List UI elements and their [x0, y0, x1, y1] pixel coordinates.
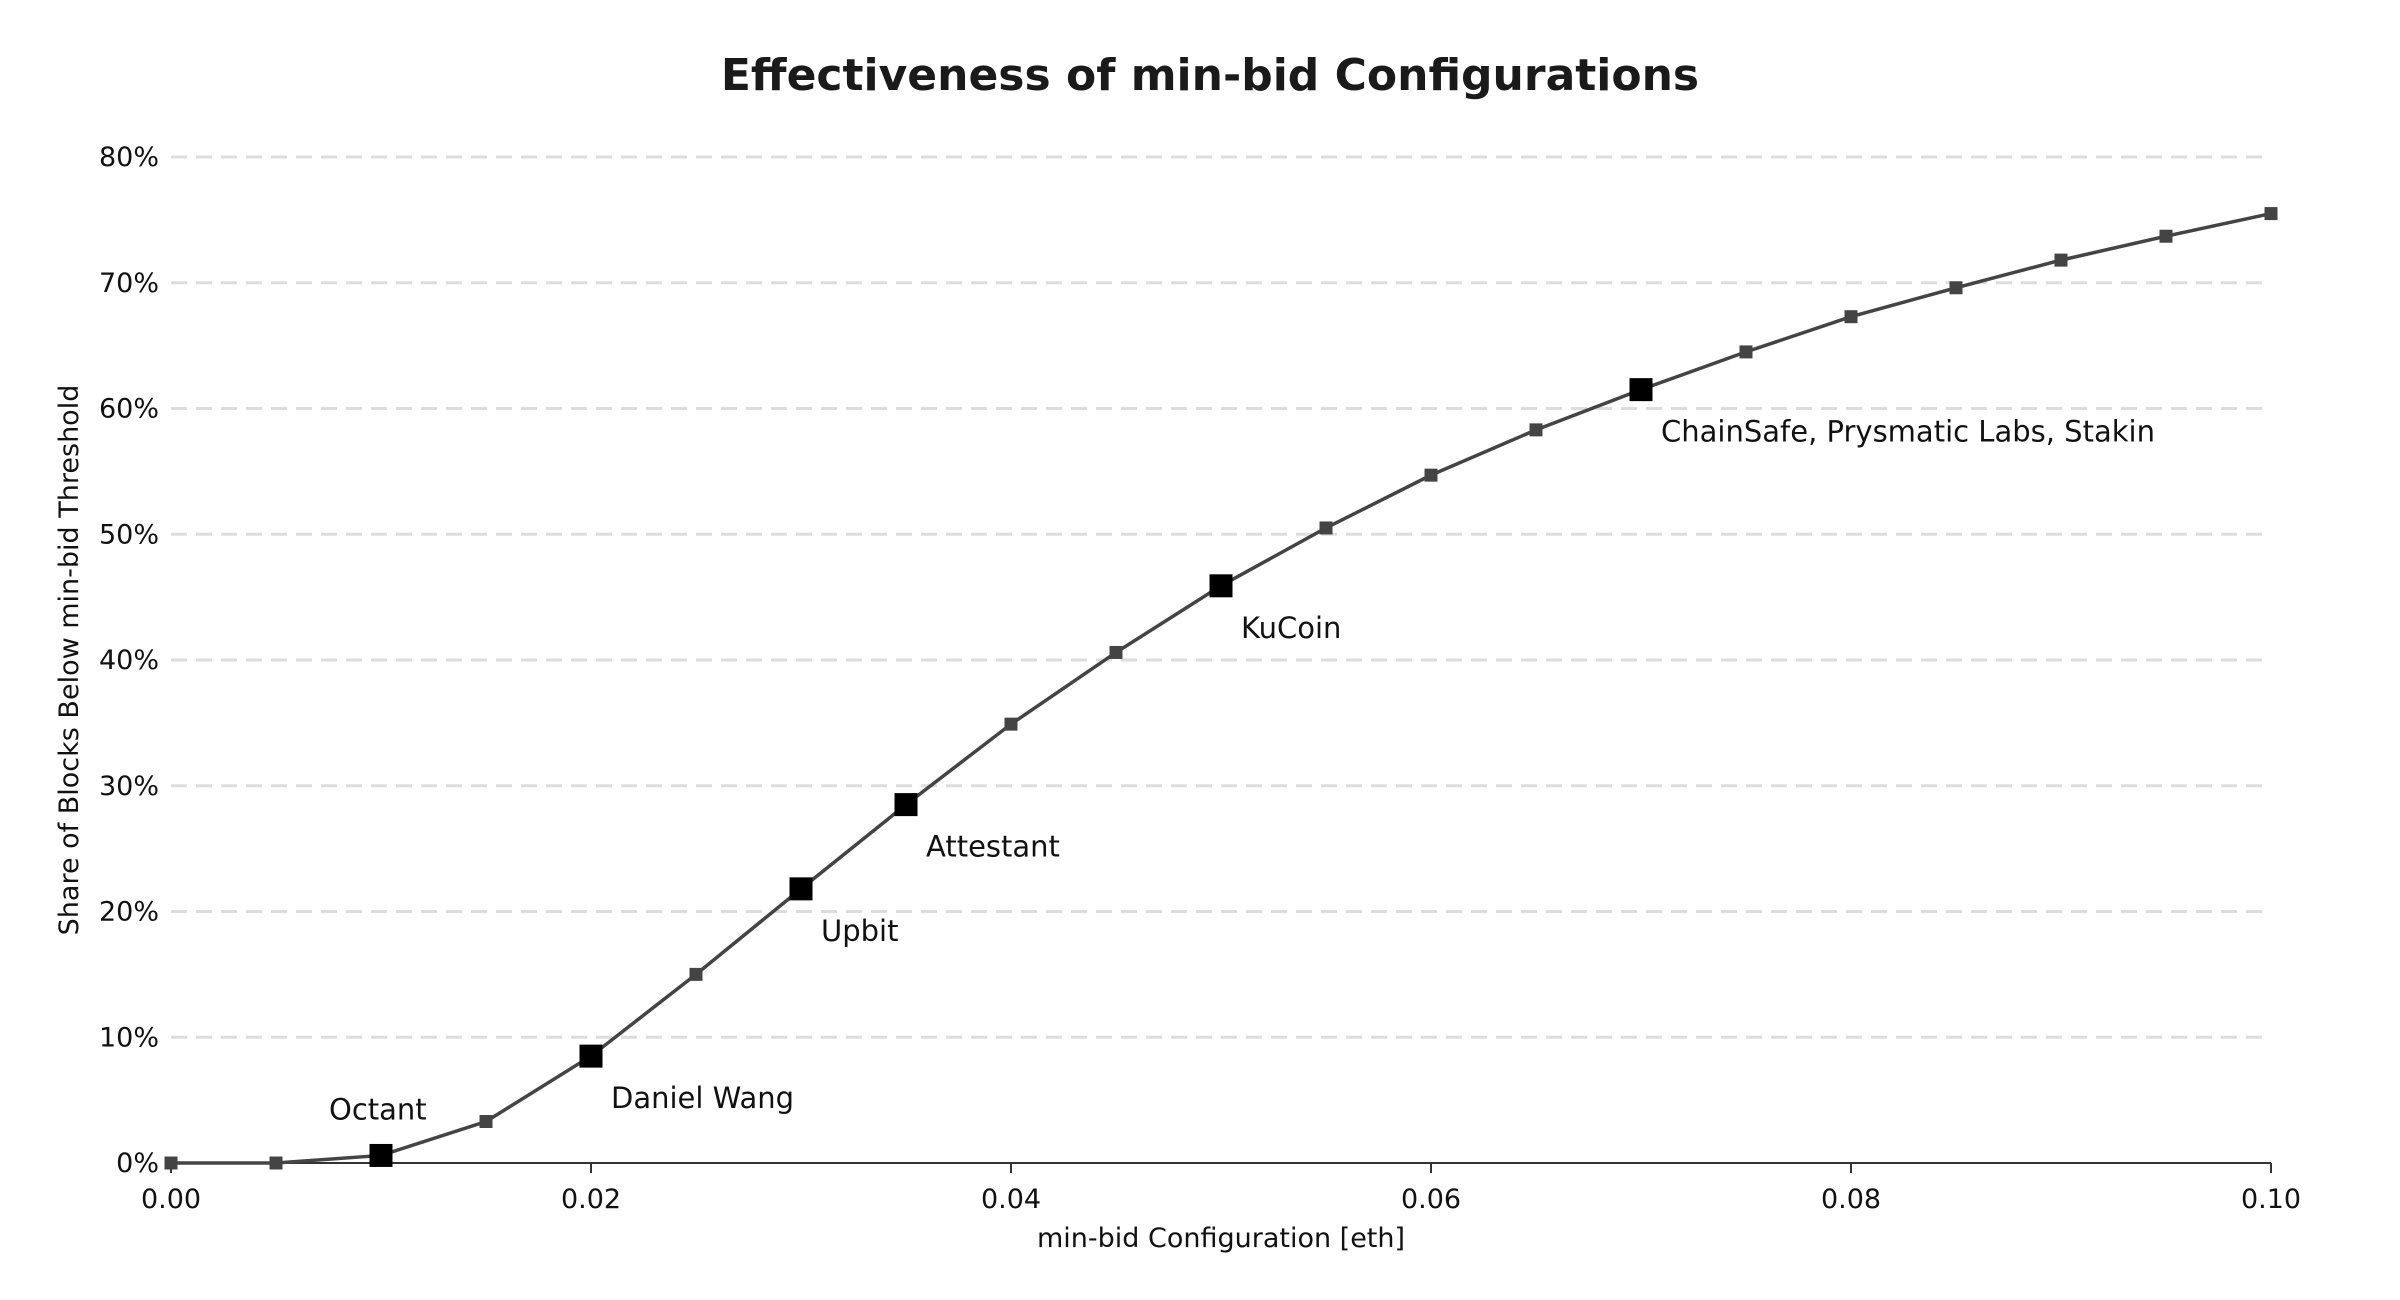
- data-point: [689, 967, 703, 981]
- highlighted-point: [579, 1044, 603, 1068]
- highlighted-point: [789, 877, 813, 901]
- point-annotation: Daniel Wang: [611, 1081, 794, 1115]
- y-tick-label: 20%: [99, 897, 159, 928]
- data-point: [1424, 468, 1438, 482]
- y-tick-label: 60%: [99, 394, 159, 425]
- data-point: [164, 1156, 178, 1170]
- highlighted-point: [1629, 378, 1653, 402]
- data-point: [1109, 645, 1123, 659]
- data-point: [2054, 253, 2068, 267]
- data-point: [1949, 281, 1963, 295]
- grid-lines: [171, 155, 2271, 1039]
- highlighted-point: [369, 1143, 393, 1167]
- point-annotation: ChainSafe, Prysmatic Labs, Stakin: [1661, 415, 2155, 449]
- data-point: [1844, 310, 1858, 324]
- y-axis-title: Share of Blocks Below min-bid Threshold: [54, 385, 85, 936]
- y-tick-label: 10%: [99, 1022, 159, 1053]
- x-tick-label: 0.04: [981, 1184, 1041, 1215]
- highlighted-point: [894, 793, 918, 817]
- data-point: [1739, 345, 1753, 359]
- data-point: [269, 1156, 283, 1170]
- series-line: [171, 211, 2272, 1165]
- point-annotation: Upbit: [821, 914, 898, 948]
- x-tick-label: 0.00: [141, 1184, 201, 1215]
- data-point: [479, 1115, 493, 1129]
- y-tick-label: 80%: [99, 142, 159, 173]
- highlighted-point: [1209, 574, 1233, 598]
- chart-title: Effectiveness of min-bid Configurations: [721, 50, 1699, 101]
- y-tick-label: 40%: [99, 645, 159, 676]
- data-point: [2264, 207, 2278, 221]
- x-tick-label: 0.02: [561, 1184, 621, 1215]
- x-tick-label: 0.08: [1821, 1184, 1881, 1215]
- y-tick-label: 0%: [116, 1148, 159, 1179]
- annotations: Octant Daniel Wang Upbit Attestant KuCoin Cha…: [329, 415, 2155, 1127]
- series: [164, 207, 2278, 1170]
- axes: 0% 10% 20% 30% 40% 50% 60% 70% 80% 0.00 0.02 0.04 0.…: [99, 142, 2301, 1215]
- data-point: [1004, 717, 1018, 731]
- x-tick-label: 0.10: [2241, 1184, 2301, 1215]
- point-annotation: KuCoin: [1241, 611, 1341, 645]
- y-tick-label: 50%: [99, 519, 159, 550]
- data-point: [1319, 521, 1333, 535]
- x-tick-label: 0.06: [1401, 1184, 1461, 1215]
- y-tick-label: 70%: [99, 268, 159, 299]
- data-point: [2159, 229, 2173, 243]
- point-annotation: Attestant: [926, 830, 1060, 864]
- x-axis-title: min-bid Configuration [eth]: [1037, 1223, 1405, 1254]
- y-tick-label: 30%: [99, 771, 159, 802]
- data-point: [1529, 423, 1543, 437]
- point-annotation: Octant: [329, 1092, 427, 1126]
